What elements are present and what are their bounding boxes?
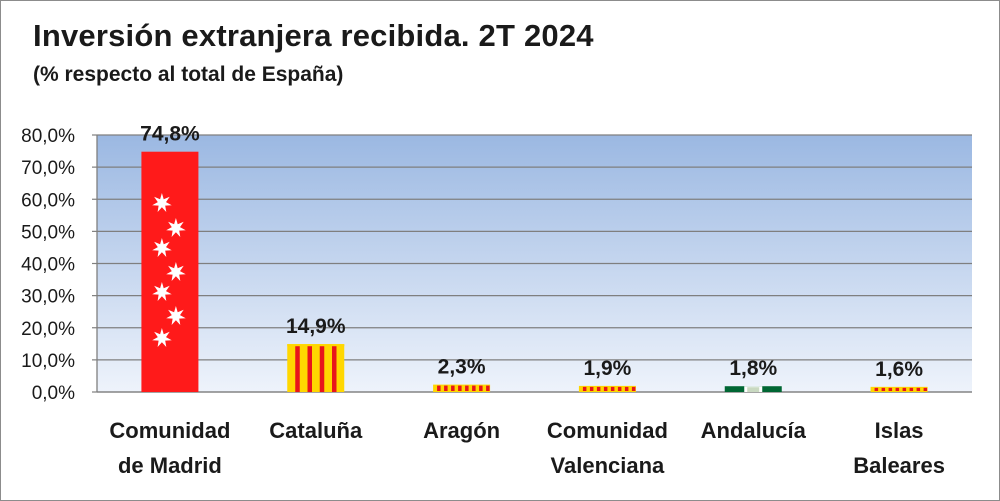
stripe xyxy=(603,386,608,391)
stripe xyxy=(472,385,476,391)
stripe xyxy=(582,386,587,391)
x-tick-label: Aragón xyxy=(423,418,500,443)
y-tick-label: 30,0% xyxy=(21,287,75,308)
x-tick-label: Comunidad xyxy=(109,418,230,443)
stripe xyxy=(895,387,900,391)
stripe xyxy=(295,346,300,392)
star-icon xyxy=(166,262,186,281)
stripe xyxy=(465,385,469,391)
stripe xyxy=(319,346,325,392)
stripe xyxy=(888,387,893,391)
bar-baleares-flag xyxy=(870,386,928,392)
star-icon xyxy=(152,238,172,257)
chart-subtitle: (% respecto al total de España) xyxy=(33,63,344,86)
x-tick-label: Cataluña xyxy=(269,418,363,443)
star-icon xyxy=(166,306,186,325)
y-tick-label: 60,0% xyxy=(21,190,75,211)
star-icon xyxy=(166,218,186,237)
star-icon xyxy=(152,282,172,301)
stripe xyxy=(909,387,914,391)
star-icon xyxy=(152,328,172,347)
x-tick-label: Andalucía xyxy=(701,418,807,443)
bar-andalucia-flag xyxy=(724,386,782,392)
star-icon xyxy=(152,193,172,212)
stripe xyxy=(307,346,312,392)
data-label: 1,9% xyxy=(583,357,631,380)
y-tick-label: 40,0% xyxy=(21,255,75,276)
stripe xyxy=(589,386,594,391)
stripe xyxy=(624,386,629,391)
chart-title: Inversión extranjera recibida. 2T 2024 xyxy=(33,18,594,53)
y-tick-label: 70,0% xyxy=(21,158,75,179)
y-tick-label: 10,0% xyxy=(21,351,75,372)
bar-aragon-flag xyxy=(433,384,491,392)
stripe xyxy=(437,385,441,391)
data-label: 1,6% xyxy=(875,358,923,381)
bar-madrid-flag xyxy=(141,151,199,392)
stripe xyxy=(631,386,636,391)
x-tick-label: Islas xyxy=(875,418,924,443)
stripe xyxy=(610,386,615,391)
stripe xyxy=(332,346,337,392)
stripe xyxy=(596,386,601,391)
stripe xyxy=(881,387,886,391)
y-tick-label: 20,0% xyxy=(21,319,75,340)
stripe xyxy=(444,385,448,391)
data-label: 2,3% xyxy=(438,356,486,379)
y-tick-label: 80,0% xyxy=(21,126,75,147)
x-tick-label: Comunidad xyxy=(547,418,668,443)
stripe xyxy=(458,385,462,391)
data-label: 1,8% xyxy=(729,357,777,380)
stripe xyxy=(747,387,760,392)
stripe xyxy=(902,387,907,391)
bar xyxy=(141,151,199,392)
stripe xyxy=(451,385,455,391)
stripe xyxy=(617,386,622,391)
x-tick-label: de Madrid xyxy=(118,453,222,478)
data-label: 14,9% xyxy=(286,315,346,338)
stripe xyxy=(479,385,483,391)
stripe xyxy=(923,387,928,391)
bar-valencia-flag xyxy=(578,385,636,392)
data-label: 74,8% xyxy=(140,123,200,146)
stripe xyxy=(916,387,921,391)
x-tick-label: Valenciana xyxy=(551,453,666,478)
stripe xyxy=(486,385,490,391)
x-tick-label: Baleares xyxy=(853,453,945,478)
stripe-top xyxy=(287,344,345,347)
stripe xyxy=(874,387,879,391)
y-tick-label: 50,0% xyxy=(21,222,75,243)
bar-cataluna-flag xyxy=(287,344,345,392)
y-tick-label: 0,0% xyxy=(32,383,75,404)
